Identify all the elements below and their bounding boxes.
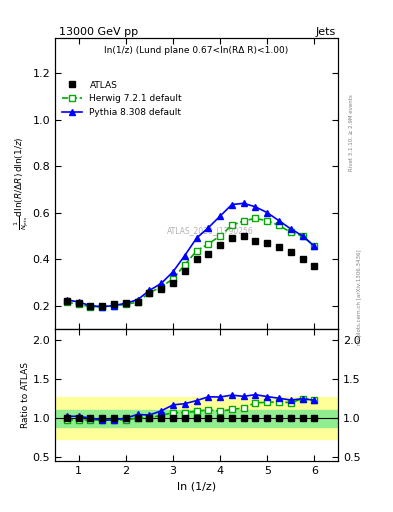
Y-axis label: $\frac{1}{N_\mathrm{jets}}\mathrm{d}\ln(R/\Delta R)\,\mathrm{d}\ln(1/z)$: $\frac{1}{N_\mathrm{jets}}\mathrm{d}\ln(… <box>12 137 31 230</box>
Text: Rivet 3.1.10, ≥ 2.9M events: Rivet 3.1.10, ≥ 2.9M events <box>349 95 354 172</box>
Text: ln(1/z) (Lund plane 0.67<ln(RΔ R)<1.00): ln(1/z) (Lund plane 0.67<ln(RΔ R)<1.00) <box>105 46 288 55</box>
Text: Jets: Jets <box>316 27 336 37</box>
X-axis label: ln (1/z): ln (1/z) <box>177 481 216 491</box>
Text: ATLAS_2020_I1790256: ATLAS_2020_I1790256 <box>167 226 254 235</box>
Text: mcplots.cern.ch [arXiv:1306.3436]: mcplots.cern.ch [arXiv:1306.3436] <box>357 249 362 345</box>
Y-axis label: Ratio to ATLAS: Ratio to ATLAS <box>20 362 29 428</box>
Legend: ATLAS, Herwig 7.2.1 default, Pythia 8.308 default: ATLAS, Herwig 7.2.1 default, Pythia 8.30… <box>62 81 182 117</box>
Text: 13000 GeV pp: 13000 GeV pp <box>59 27 138 37</box>
